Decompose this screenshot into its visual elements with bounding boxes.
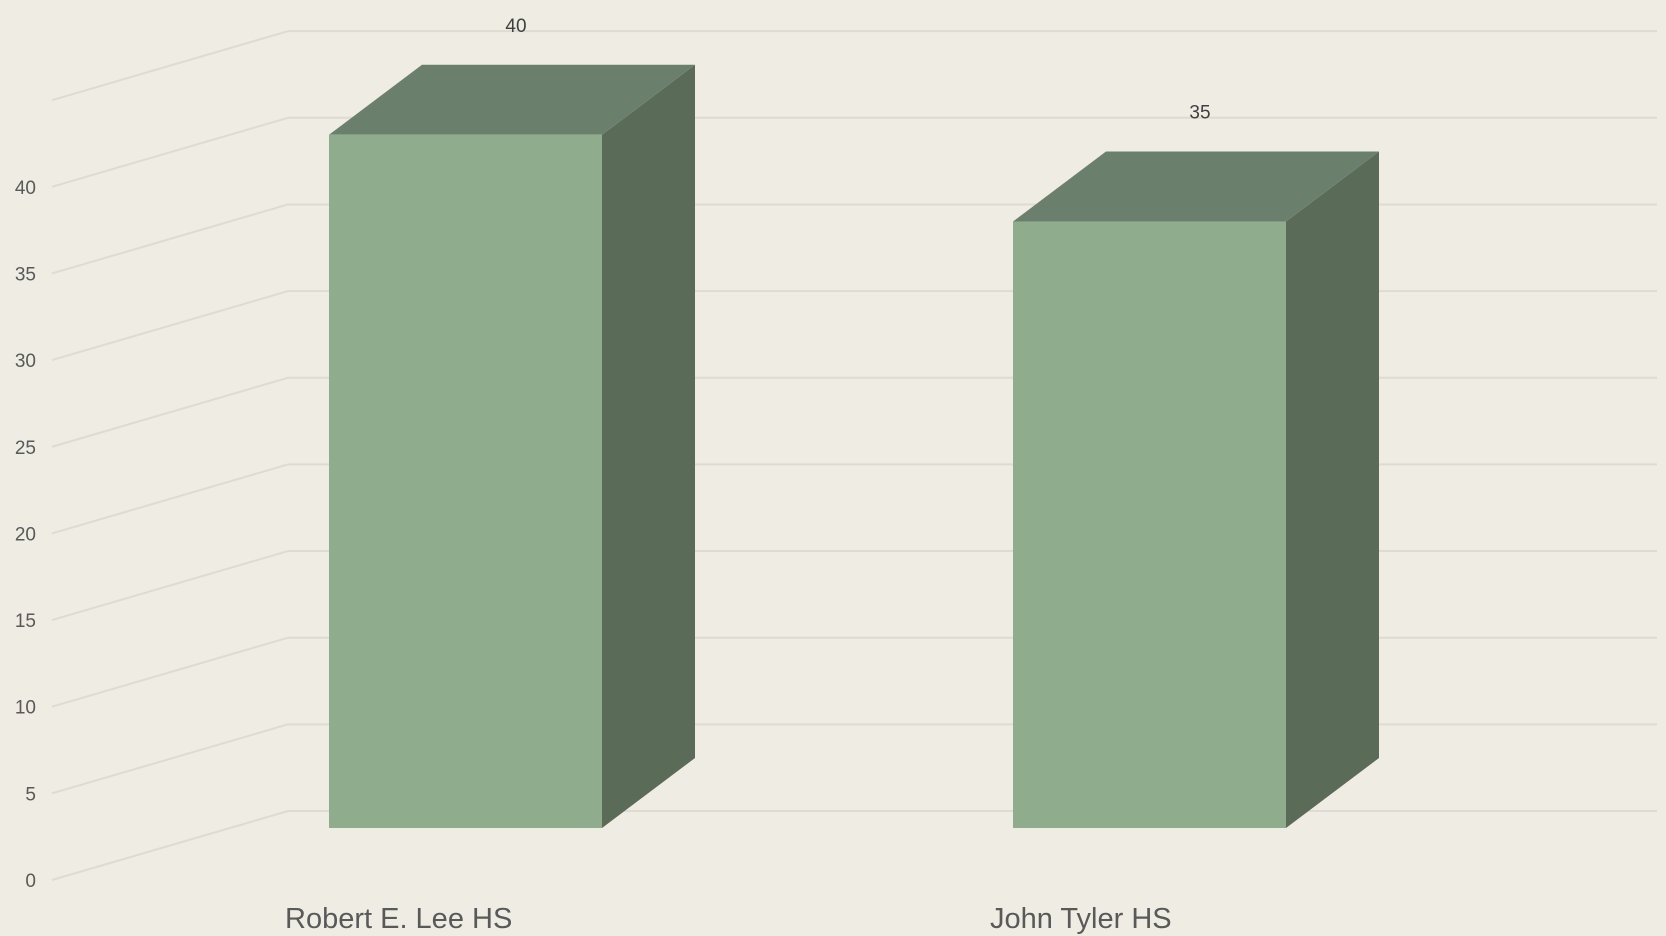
gridline-wall <box>51 290 289 362</box>
bar-front-face <box>1013 221 1286 828</box>
bar <box>1013 151 1379 828</box>
data-label: 35 <box>1189 102 1210 123</box>
y-tick-label: 25 <box>15 438 36 459</box>
y-tick-label: 35 <box>15 264 36 285</box>
bars <box>329 64 1379 829</box>
y-tick-label: 0 <box>25 871 36 892</box>
gridline-wall <box>51 463 289 535</box>
data-label: 40 <box>505 16 526 37</box>
gridline-wall <box>51 376 289 448</box>
y-tick-label: 40 <box>15 178 36 199</box>
gridline-wall <box>51 30 289 102</box>
y-tick-label: 30 <box>15 351 36 372</box>
gridline-wall <box>51 203 289 275</box>
category-label: John Tyler HS <box>990 903 1172 935</box>
gridline-wall <box>51 550 289 622</box>
y-tick-label: 5 <box>25 784 36 805</box>
gridline-wall <box>51 810 289 881</box>
bar-top-face <box>329 64 695 135</box>
category-label: Robert E. Lee HS <box>285 903 512 935</box>
gridline-wall <box>51 723 289 795</box>
data-labels: 40 35 <box>505 16 1210 124</box>
y-tick-label: 15 <box>15 611 36 632</box>
bar-front-face <box>329 134 602 829</box>
bar-top-face <box>1013 151 1379 222</box>
y-axis-tick-labels: 0 5 10 15 20 25 30 35 40 <box>15 178 36 892</box>
gridline-wall <box>51 116 289 188</box>
bar-side-face <box>602 64 695 829</box>
category-labels: Robert E. Lee HS John Tyler HS <box>285 903 1172 935</box>
y-tick-label: 20 <box>15 524 36 545</box>
bar-side-face <box>1286 151 1379 828</box>
gridline-wall <box>51 636 289 708</box>
y-tick-label: 10 <box>15 698 36 719</box>
bar <box>329 64 695 829</box>
